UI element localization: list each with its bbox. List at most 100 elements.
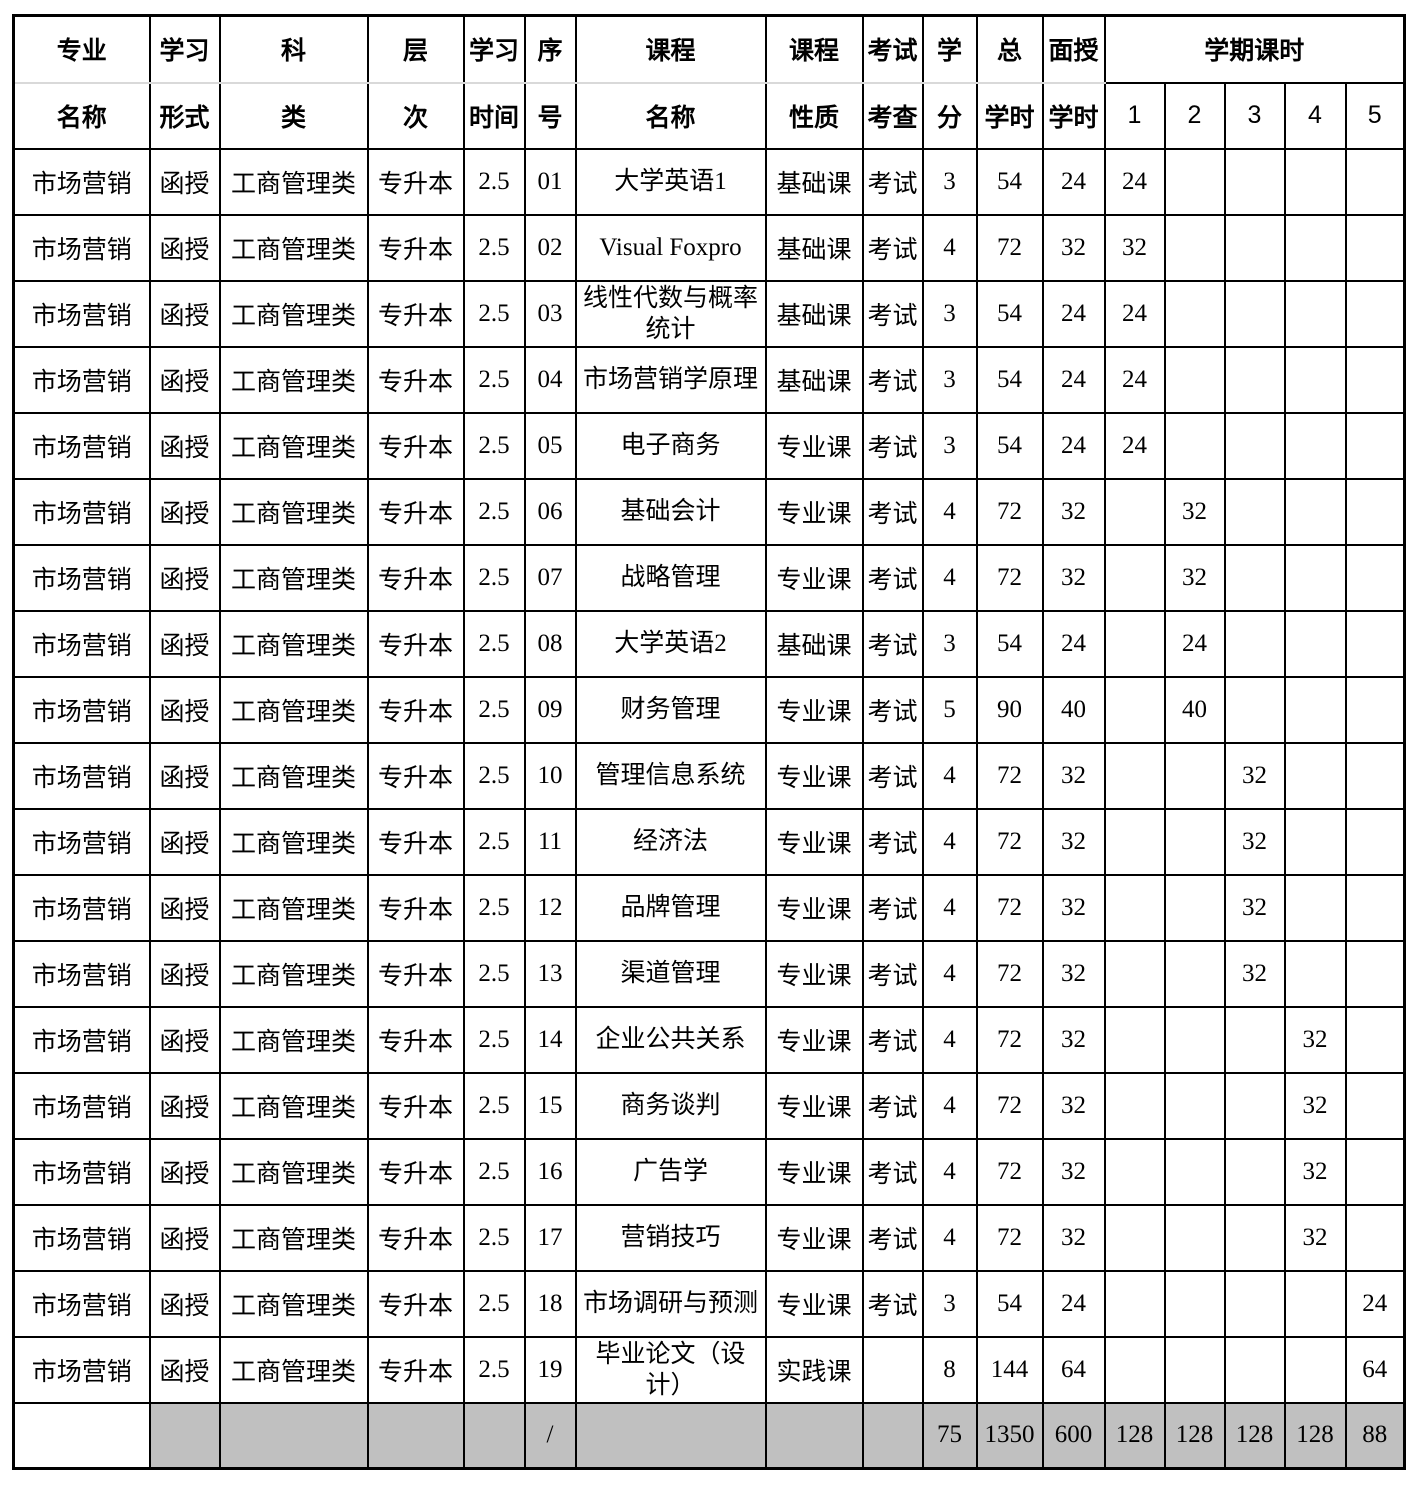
cell-total-hours: 54 — [975, 345, 1044, 414]
cell-semester-4-hours: 32 — [1283, 1005, 1347, 1074]
cell-total-hours: 54 — [975, 147, 1044, 216]
cell-semester-1-hours — [1103, 1071, 1166, 1140]
cell-course-name: 渠道管理 — [574, 939, 767, 1008]
cell-level: 专升本 — [366, 1137, 465, 1206]
cell-semester-5-hours: 24 — [1344, 1269, 1406, 1338]
header-subject-category-line2: 类 — [218, 81, 369, 150]
cell-semester-2-hours: 32 — [1163, 543, 1226, 612]
cell-subject-category: 工商管理类 — [218, 675, 369, 744]
cell-subject-category: 工商管理类 — [218, 1137, 369, 1206]
cell-major-name: 市场营销 — [12, 675, 151, 744]
cell-semester-3-hours — [1223, 213, 1286, 282]
cell-semester-3-hours — [1223, 477, 1286, 546]
cell-course-number: 14 — [523, 1005, 577, 1074]
cell-course-nature: 专业课 — [764, 543, 864, 612]
cell-semester-1-hours — [1103, 675, 1166, 744]
cell-course-name: 线性代数与概率统计 — [574, 279, 767, 348]
cell-study-duration: 2.5 — [462, 675, 526, 744]
cell-semester-1-hours — [1103, 741, 1166, 810]
cell-face-hours: 24 — [1041, 345, 1106, 414]
cell-level: 专升本 — [366, 213, 465, 282]
cell-course-number: 01 — [523, 147, 577, 216]
cell-semester-4-hours: 32 — [1283, 1071, 1347, 1140]
cell-face-hours: 32 — [1041, 939, 1106, 1008]
cell-course-number: 18 — [523, 1269, 577, 1338]
cell-semester-5-hours — [1344, 345, 1406, 414]
curriculum-table: 专业 学习 科 层 学习 序 课程 课程 考试 学 总 面授 学期课时 名称 形… — [12, 14, 1406, 1470]
cell-semester-5-hours — [1344, 477, 1406, 546]
cell-level: 专升本 — [366, 675, 465, 744]
totals-cell-level — [366, 1401, 465, 1470]
cell-study-duration: 2.5 — [462, 609, 526, 678]
cell-study-duration: 2.5 — [462, 147, 526, 216]
cell-semester-2-hours: 24 — [1163, 609, 1226, 678]
cell-study-form: 函授 — [148, 609, 221, 678]
course-row: 市场营销 函授 工商管理类 专升本 2.5 15 商务谈判 专业课 考试 4 72 32 32 — [12, 1071, 1406, 1140]
cell-study-form: 函授 — [148, 1071, 221, 1140]
cell-course-nature: 实践课 — [764, 1335, 864, 1404]
cell-course-number: 03 — [523, 279, 577, 348]
cell-course-nature: 基础课 — [764, 279, 864, 348]
cell-credits: 4 — [921, 807, 978, 876]
cell-study-duration: 2.5 — [462, 279, 526, 348]
cell-study-form: 函授 — [148, 807, 221, 876]
cell-study-form: 函授 — [148, 411, 221, 480]
cell-credits: 4 — [921, 477, 978, 546]
cell-exam-type — [861, 1335, 924, 1404]
cell-major-name: 市场营销 — [12, 1071, 151, 1140]
cell-semester-2-hours — [1163, 345, 1226, 414]
course-row: 市场营销 函授 工商管理类 专升本 2.5 07 战略管理 专业课 考试 4 72 32 32 — [12, 543, 1406, 612]
cell-course-name: 商务谈判 — [574, 1071, 767, 1140]
header-study-form: 学习 — [148, 14, 221, 84]
cell-semester-2-hours — [1163, 411, 1226, 480]
cell-course-name: 管理信息系统 — [574, 741, 767, 810]
cell-study-duration: 2.5 — [462, 1269, 526, 1338]
cell-study-form: 函授 — [148, 873, 221, 942]
cell-semester-2-hours — [1163, 1071, 1226, 1140]
cell-semester-1-hours: 24 — [1103, 147, 1166, 216]
cell-semester-3-hours — [1223, 411, 1286, 480]
cell-subject-category: 工商管理类 — [218, 1335, 369, 1404]
cell-subject-category: 工商管理类 — [218, 873, 369, 942]
cell-semester-1-hours — [1103, 1203, 1166, 1272]
cell-semester-2-hours — [1163, 1269, 1226, 1338]
cell-semester-5-hours — [1344, 675, 1406, 744]
cell-exam-type: 考试 — [861, 741, 924, 810]
cell-semester-5-hours — [1344, 1005, 1406, 1074]
cell-subject-category: 工商管理类 — [218, 543, 369, 612]
cell-face-hours: 24 — [1041, 411, 1106, 480]
totals-cell-semester-4: 128 — [1283, 1401, 1347, 1470]
cell-major-name: 市场营销 — [12, 543, 151, 612]
cell-semester-4-hours: 32 — [1283, 1137, 1347, 1206]
cell-exam-type: 考试 — [861, 1203, 924, 1272]
cell-credits: 8 — [921, 1335, 978, 1404]
cell-study-duration: 2.5 — [462, 807, 526, 876]
course-row: 市场营销 函授 工商管理类 专升本 2.5 13 渠道管理 专业课 考试 4 72 32 32 — [12, 939, 1406, 1008]
cell-semester-3-hours — [1223, 147, 1286, 216]
cell-major-name: 市场营销 — [12, 1203, 151, 1272]
cell-credits: 4 — [921, 1137, 978, 1206]
cell-exam-type: 考试 — [861, 477, 924, 546]
cell-face-hours: 32 — [1041, 1005, 1106, 1074]
cell-exam-type: 考试 — [861, 807, 924, 876]
cell-semester-1-hours: 24 — [1103, 279, 1166, 348]
cell-semester-4-hours — [1283, 345, 1347, 414]
cell-study-duration: 2.5 — [462, 345, 526, 414]
cell-exam-type: 考试 — [861, 873, 924, 942]
cell-semester-3-hours — [1223, 1335, 1286, 1404]
cell-study-form: 函授 — [148, 345, 221, 414]
cell-credits: 3 — [921, 345, 978, 414]
course-row: 市场营销 函授 工商管理类 专升本 2.5 04 市场营销学原理 基础课 考试 3 54 24 24 — [12, 345, 1406, 414]
cell-level: 专升本 — [366, 807, 465, 876]
totals-cell-slash: / — [523, 1401, 577, 1470]
cell-semester-4-hours — [1283, 807, 1347, 876]
cell-study-form: 函授 — [148, 675, 221, 744]
cell-semester-3-hours — [1223, 609, 1286, 678]
cell-semester-5-hours — [1344, 939, 1406, 1008]
cell-semester-1-hours — [1103, 543, 1166, 612]
cell-semester-5-hours — [1344, 213, 1406, 282]
cell-exam-type: 考试 — [861, 675, 924, 744]
cell-face-hours: 32 — [1041, 1071, 1106, 1140]
cell-semester-4-hours — [1283, 873, 1347, 942]
cell-total-hours: 90 — [975, 675, 1044, 744]
